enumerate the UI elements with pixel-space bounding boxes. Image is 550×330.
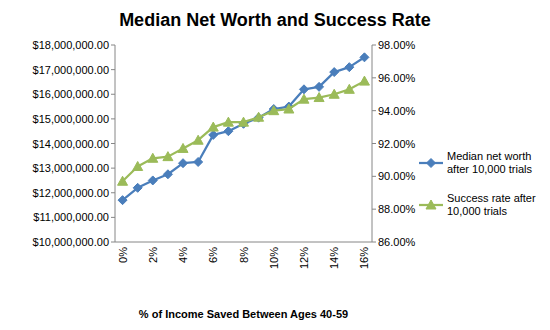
y-tick [111,45,115,46]
series-marker [118,176,128,185]
legend-marker [427,159,436,168]
y-tick [111,69,115,70]
series-marker [314,93,324,102]
y-tick-label: $12,000,000.00 [33,187,109,199]
chart-root: Median Net Worth and Success Rate $10,000… [0,0,550,330]
series-marker [223,117,233,126]
y-tick-label: $10,000,000.00 [33,236,109,248]
series-marker [299,94,309,103]
x-tick-label: 6% [207,247,219,263]
y2-tick-label: 88.00% [378,203,416,215]
x-tick-label: 12% [298,247,310,269]
y2-tick [372,110,376,111]
legend-swatch [418,156,444,170]
x-axis-line [115,242,372,243]
series-marker [208,122,218,131]
y2-tick [372,143,376,144]
y2-tick [372,45,376,46]
series-marker [163,170,172,179]
y2-tick-label: 94.00% [378,105,416,117]
y2-tick-label: 98.00% [378,39,416,51]
y-tick-label: $16,000,000.00 [33,88,109,100]
chart-title: Median Net Worth and Success Rate [119,10,431,30]
y2-tick [372,209,376,210]
series-marker [193,135,203,144]
series-marker [239,117,249,126]
series-marker [148,153,158,162]
series-marker [299,85,308,94]
y-tick [111,143,115,144]
series-marker [178,143,188,152]
x-tick-label: 2% [147,247,159,263]
series-line [123,81,365,181]
y2-tick-label: 90.00% [378,170,416,182]
x-axis-title: % of Income Saved Between Ages 40-59 [139,308,348,320]
y-tick [111,94,115,95]
x-tick-label: 16% [358,247,370,269]
series-marker [224,127,233,136]
series-marker [254,113,263,122]
y-tick-label: $17,000,000.00 [33,64,109,76]
x-tick-label: 4% [177,247,189,263]
y-tick-label: $11,000,000.00 [33,211,109,223]
series-marker [344,84,354,93]
y-tick-label: $14,000,000.00 [33,138,109,150]
series-marker [133,161,143,170]
series-marker [315,82,324,91]
y-tick-label: $15,000,000.00 [33,113,109,125]
y-tick [111,217,115,218]
x-tick-label: 14% [328,247,340,269]
legend-label: Success rate after 10,000 trials [447,192,547,218]
series-marker [133,183,142,192]
y-tick [111,168,115,169]
y2-tick-label: 96.00% [378,72,416,84]
series-marker [345,63,354,72]
y-tick [111,192,115,193]
legend-swatch [418,198,444,212]
series-marker [118,196,127,205]
series-marker [148,176,157,185]
y-tick [111,118,115,119]
series-marker [359,76,369,85]
x-tick-label: 8% [238,247,250,263]
series-marker [269,106,279,115]
y2-tick [372,242,376,243]
legend-label: Median net worth after 10,000 trials [447,150,547,176]
series-marker [194,157,203,166]
series-marker [284,104,294,113]
legend-item: Median net worth after 10,000 trials [418,150,548,176]
series-marker [329,89,339,98]
y2-tick-label: 86.00% [378,236,416,248]
y-tick-label: $13,000,000.00 [33,162,109,174]
series-marker [360,53,369,62]
y-tick [111,242,115,243]
series-marker [330,68,339,77]
y2-tick-label: 92.00% [378,138,416,150]
legend-item: Success rate after 10,000 trials [418,192,548,218]
series-line [123,57,365,200]
y-tick-label: $18,000,000.00 [33,39,109,51]
series-marker [179,159,188,168]
y2-tick [372,77,376,78]
y2-tick [372,176,376,177]
series-marker [209,130,218,139]
series-marker [163,152,173,161]
x-tick-label: 10% [268,247,280,269]
legend-marker [426,200,436,209]
series-group [118,53,370,205]
series-marker [254,112,264,121]
x-tick-label: 0% [117,247,129,263]
